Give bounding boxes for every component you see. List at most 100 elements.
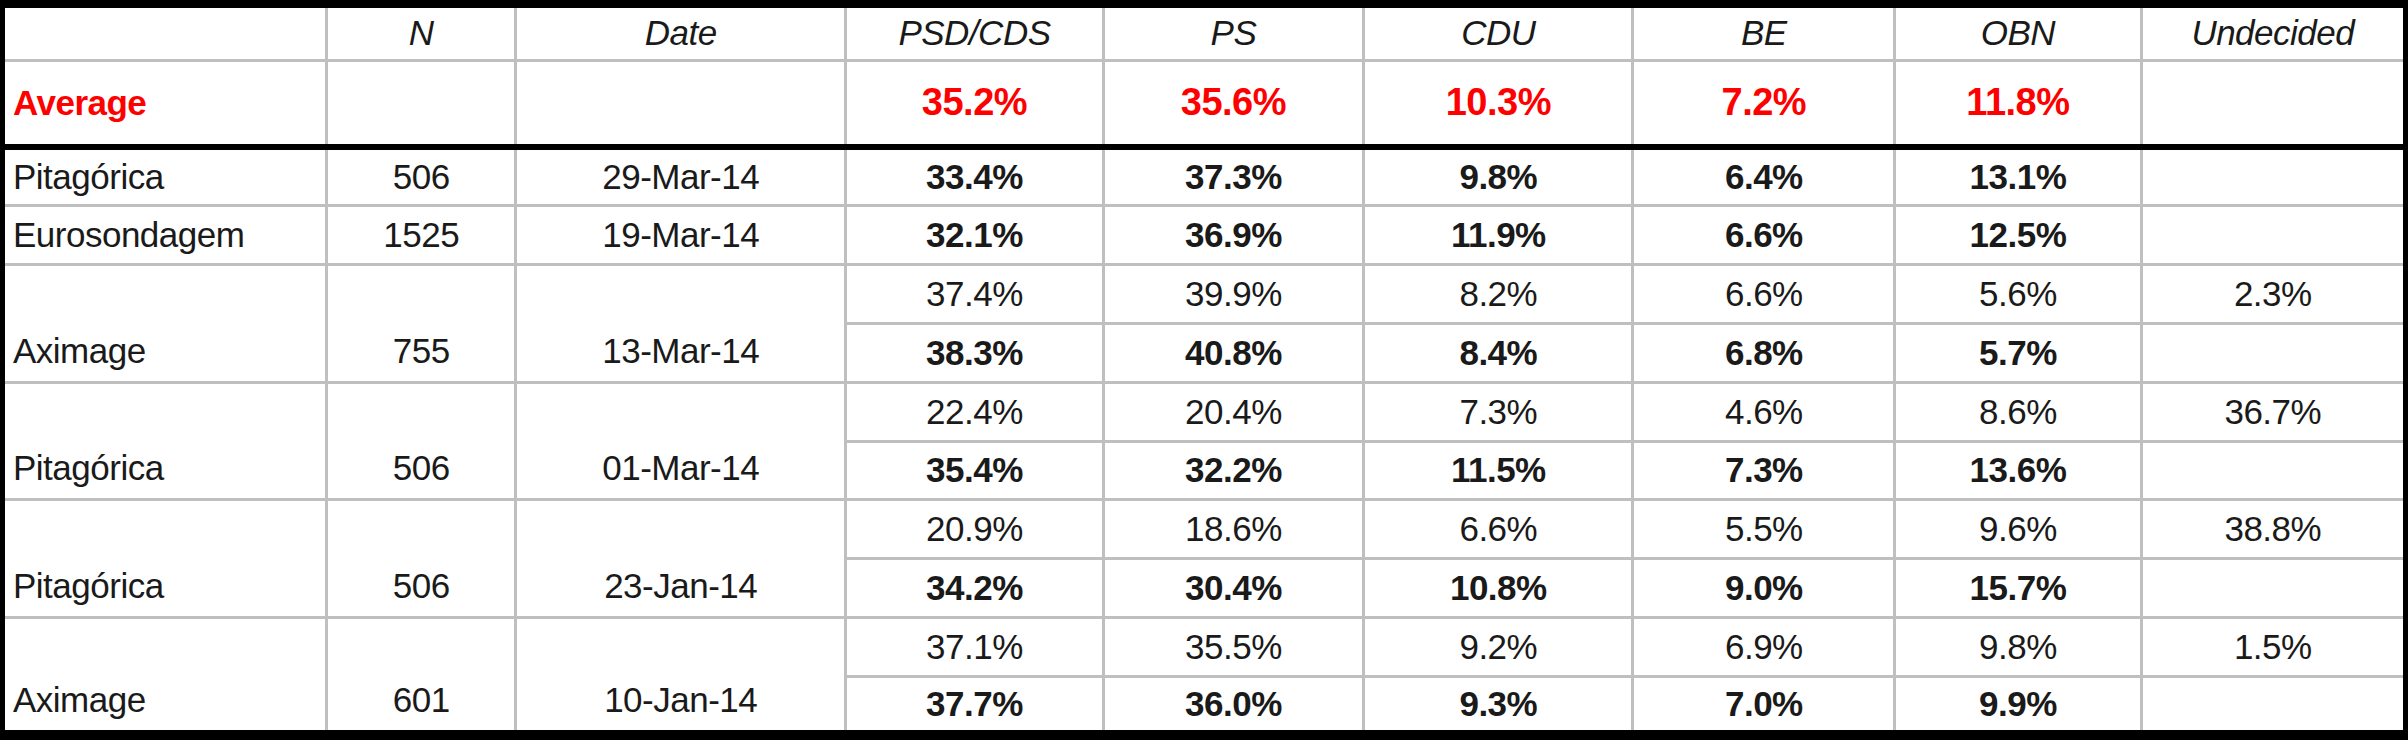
result-cell-undecided: 1.5% bbox=[2141, 617, 2405, 676]
sample-size-cell: 506 bbox=[327, 382, 516, 500]
result-cell-be: 6.6% bbox=[1633, 206, 1895, 265]
result-cell-undecided bbox=[2141, 147, 2405, 206]
result-cell-psd-cds: 38.3% bbox=[846, 323, 1103, 382]
result-cell-ps: 36.9% bbox=[1103, 206, 1364, 265]
poll-row: Pitagórica50623-Jan-1420.9%18.6%6.6%5.5%… bbox=[3, 500, 2406, 559]
result-cell-psd-cds: 32.1% bbox=[846, 206, 1103, 265]
result-cell-undecided: 36.7% bbox=[2141, 382, 2405, 441]
result-cell-undecided bbox=[2141, 206, 2405, 265]
result-cell-be: 7.2% bbox=[1633, 60, 1895, 147]
result-cell-be: 4.6% bbox=[1633, 382, 1895, 441]
column-header-ps: PS bbox=[1103, 4, 1364, 60]
column-header-psd-cds: PSD/CDS bbox=[846, 4, 1103, 60]
result-cell-psd-cds: 20.9% bbox=[846, 500, 1103, 559]
result-cell-undecided: 38.8% bbox=[2141, 500, 2405, 559]
result-cell-ps: 20.4% bbox=[1103, 382, 1364, 441]
result-cell-ps: 36.0% bbox=[1103, 676, 1364, 735]
result-cell-undecided bbox=[2141, 60, 2405, 147]
column-header-undecided: Undecided bbox=[2141, 4, 2405, 60]
column-header-n: N bbox=[327, 4, 516, 60]
result-cell-cdu: 6.6% bbox=[1364, 500, 1633, 559]
poll-row: Aximage60110-Jan-1437.1%35.5%9.2%6.9%9.8… bbox=[3, 617, 2406, 676]
result-cell-be: 5.5% bbox=[1633, 500, 1895, 559]
result-cell-obn: 9.8% bbox=[1895, 617, 2141, 676]
result-cell-ps: 35.6% bbox=[1103, 60, 1364, 147]
poll-source-cell: Pitagórica bbox=[3, 147, 327, 206]
result-cell-ps: 32.2% bbox=[1103, 441, 1364, 500]
average-label: Average bbox=[3, 60, 327, 147]
result-cell-obn: 5.7% bbox=[1895, 323, 2141, 382]
result-cell-ps: 40.8% bbox=[1103, 323, 1364, 382]
poll-date-cell: 19-Mar-14 bbox=[516, 206, 846, 265]
sample-size-cell: 506 bbox=[327, 147, 516, 206]
poll-row: Eurosondagem152519-Mar-1432.1%36.9%11.9%… bbox=[3, 206, 2406, 265]
table-body: Average35.2%35.6%10.3%7.2%11.8%Pitagóric… bbox=[3, 60, 2406, 735]
sample-size-cell: 601 bbox=[327, 617, 516, 735]
result-cell-cdu: 8.2% bbox=[1364, 265, 1633, 324]
poll-date-cell: 01-Mar-14 bbox=[516, 382, 846, 500]
result-cell-ps: 39.9% bbox=[1103, 265, 1364, 324]
result-cell-psd-cds: 37.7% bbox=[846, 676, 1103, 735]
result-cell-obn: 11.8% bbox=[1895, 60, 2141, 147]
result-cell-ps: 18.6% bbox=[1103, 500, 1364, 559]
result-cell-cdu: 9.3% bbox=[1364, 676, 1633, 735]
result-cell-obn: 9.9% bbox=[1895, 676, 2141, 735]
poll-source-cell: Aximage bbox=[3, 617, 327, 735]
result-cell-be: 6.4% bbox=[1633, 147, 1895, 206]
column-header-cdu: CDU bbox=[1364, 4, 1633, 60]
result-cell-cdu: 9.8% bbox=[1364, 147, 1633, 206]
poll-date-cell: 10-Jan-14 bbox=[516, 617, 846, 735]
poll-source-cell: Eurosondagem bbox=[3, 206, 327, 265]
result-cell-psd-cds: 33.4% bbox=[846, 147, 1103, 206]
result-cell-cdu: 10.3% bbox=[1364, 60, 1633, 147]
result-cell-psd-cds: 37.4% bbox=[846, 265, 1103, 324]
header-row: NDatePSD/CDSPSCDUBEOBNUndecided bbox=[3, 4, 2406, 60]
result-cell-obn: 9.6% bbox=[1895, 500, 2141, 559]
result-cell-cdu: 8.4% bbox=[1364, 323, 1633, 382]
column-header-date: Date bbox=[516, 4, 846, 60]
result-cell-ps: 35.5% bbox=[1103, 617, 1364, 676]
poll-source-cell: Pitagórica bbox=[3, 382, 327, 500]
result-cell-be: 9.0% bbox=[1633, 559, 1895, 618]
result-cell-undecided bbox=[2141, 676, 2405, 735]
result-cell-undecided bbox=[2141, 559, 2405, 618]
poll-date-cell: 13-Mar-14 bbox=[516, 265, 846, 383]
result-cell-psd-cds: 35.2% bbox=[846, 60, 1103, 147]
result-cell-be: 6.9% bbox=[1633, 617, 1895, 676]
result-cell-undecided: 2.3% bbox=[2141, 265, 2405, 324]
result-cell-obn: 13.1% bbox=[1895, 147, 2141, 206]
result-cell-undecided bbox=[2141, 323, 2405, 382]
result-cell-be: 7.3% bbox=[1633, 441, 1895, 500]
result-cell-ps: 30.4% bbox=[1103, 559, 1364, 618]
column-header-be: BE bbox=[1633, 4, 1895, 60]
average-empty-n-cell bbox=[327, 60, 516, 147]
average-row: Average 35.2%35.6%10.3%7.2%11.8% bbox=[3, 60, 2406, 147]
result-cell-cdu: 7.3% bbox=[1364, 382, 1633, 441]
result-cell-psd-cds: 22.4% bbox=[846, 382, 1103, 441]
poll-row: Aximage75513-Mar-1437.4%39.9%8.2%6.6%5.6… bbox=[3, 265, 2406, 324]
poll-row: Pitagórica50601-Mar-1422.4%20.4%7.3%4.6%… bbox=[3, 382, 2406, 441]
result-cell-ps: 37.3% bbox=[1103, 147, 1364, 206]
result-cell-be: 6.6% bbox=[1633, 265, 1895, 324]
result-cell-psd-cds: 34.2% bbox=[846, 559, 1103, 618]
poll-date-cell: 23-Jan-14 bbox=[516, 500, 846, 618]
polls-table: NDatePSD/CDSPSCDUBEOBNUndecided Average 3… bbox=[0, 0, 2408, 740]
result-cell-cdu: 11.5% bbox=[1364, 441, 1633, 500]
result-cell-be: 7.0% bbox=[1633, 676, 1895, 735]
sample-size-cell: 1525 bbox=[327, 206, 516, 265]
column-header-obn: OBN bbox=[1895, 4, 2141, 60]
result-cell-be: 6.8% bbox=[1633, 323, 1895, 382]
result-cell-obn: 13.6% bbox=[1895, 441, 2141, 500]
sample-size-cell: 506 bbox=[327, 500, 516, 618]
result-cell-undecided bbox=[2141, 441, 2405, 500]
result-cell-psd-cds: 37.1% bbox=[846, 617, 1103, 676]
poll-date-cell: 29-Mar-14 bbox=[516, 147, 846, 206]
result-cell-obn: 5.6% bbox=[1895, 265, 2141, 324]
table-header: NDatePSD/CDSPSCDUBEOBNUndecided bbox=[3, 4, 2406, 60]
poll-row: Pitagórica50629-Mar-1433.4%37.3%9.8%6.4%… bbox=[3, 147, 2406, 206]
result-cell-obn: 15.7% bbox=[1895, 559, 2141, 618]
result-cell-cdu: 11.9% bbox=[1364, 206, 1633, 265]
poll-source-cell: Aximage bbox=[3, 265, 327, 383]
result-cell-cdu: 9.2% bbox=[1364, 617, 1633, 676]
poll-source-cell: Pitagórica bbox=[3, 500, 327, 618]
